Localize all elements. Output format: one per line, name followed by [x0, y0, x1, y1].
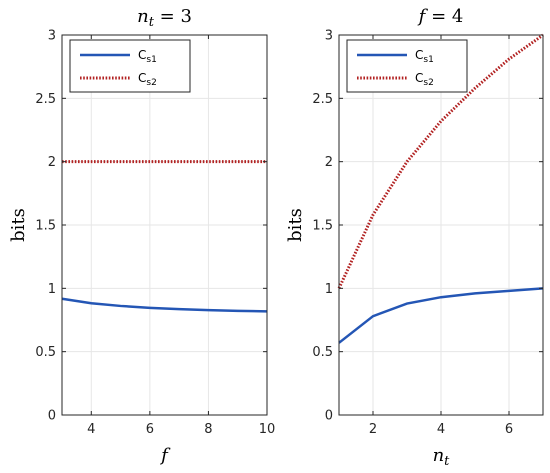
y-tick-label: 1.5	[312, 219, 333, 234]
y-tick-label: 0	[325, 409, 333, 424]
x-axis-label: f	[159, 445, 171, 466]
y-tick-label: 2.5	[312, 92, 333, 107]
y-tick-label: 1.5	[35, 219, 56, 234]
y-tick-label: 0.5	[312, 345, 333, 360]
legend-label-Cs1: Cs1	[138, 48, 157, 65]
x-tick-label: 6	[505, 422, 513, 437]
y-tick-label: 2	[48, 155, 56, 170]
legend-box	[69, 39, 191, 93]
y-tick-label: 1	[325, 282, 333, 297]
legend-label-Cs1: Cs1	[415, 48, 434, 65]
legend-label-Cs2: Cs2	[138, 71, 157, 88]
y-tick-label: 2	[325, 155, 333, 170]
chart-title: f = 4	[417, 6, 464, 27]
x-tick-label: 6	[146, 422, 154, 437]
y-tick-label: 2.5	[35, 92, 56, 107]
y-tick-label: 1	[48, 282, 56, 297]
y-axis-label: bits	[8, 208, 29, 242]
x-tick-label: 2	[369, 422, 377, 437]
x-axis-label: nt	[433, 445, 451, 469]
x-tick-label: 4	[437, 422, 445, 437]
y-tick-label: 3	[48, 29, 56, 44]
chart-title: nt = 3	[137, 6, 192, 30]
y-axis-label: bits	[285, 208, 306, 242]
x-tick-label: 8	[204, 422, 212, 437]
y-tick-label: 3	[325, 29, 333, 44]
right-panel: 0 0.5 1 1.5 2 2.5 3 2 4 6 f = 4 nt bits Cs1 Cs2	[285, 6, 544, 469]
y-tick-label: 0	[48, 409, 56, 424]
legend-label-Cs2: Cs2	[415, 71, 434, 88]
series-line-Cs1	[61, 297, 268, 313]
legend-box	[346, 39, 468, 93]
y-tick-label: 0.5	[35, 345, 56, 360]
x-tick-label: 4	[87, 422, 95, 437]
left-panel: 0 0.5 1 1.5 2 2.5 3 4 6 8 10 nt = 3 f bits Cs1 Cs2	[8, 6, 275, 466]
x-tick-label: 10	[259, 422, 276, 437]
